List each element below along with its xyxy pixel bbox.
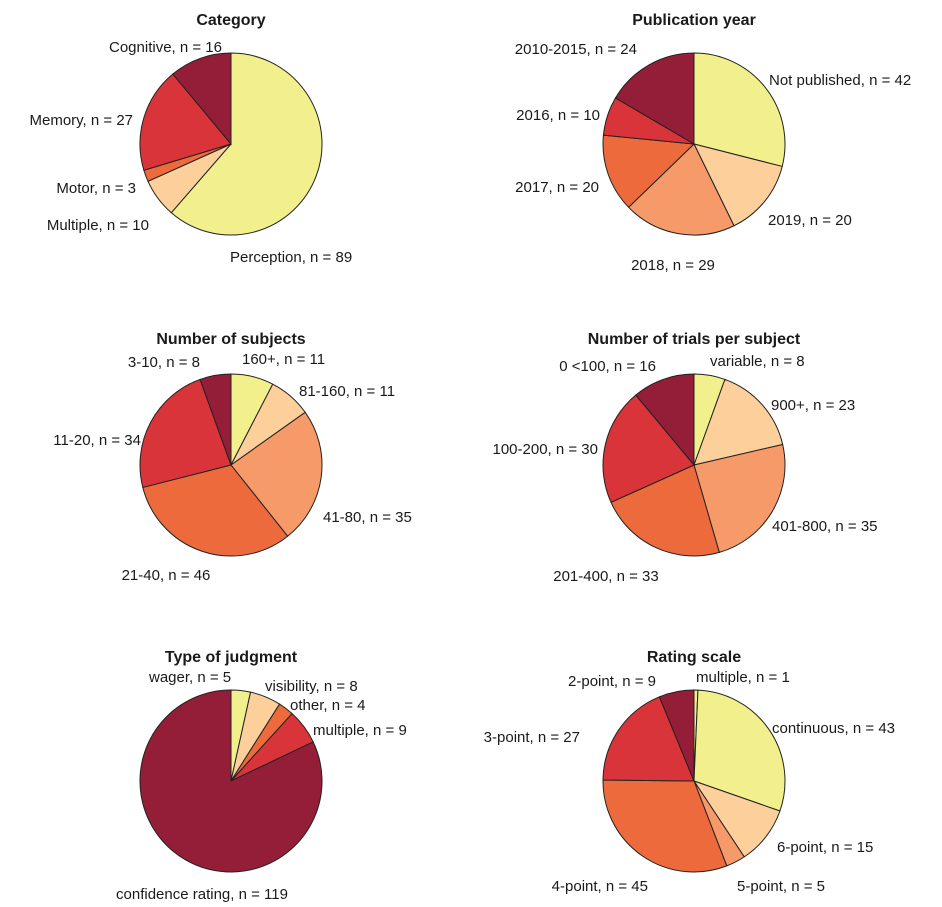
- chart-title: Number of subjects: [156, 331, 305, 348]
- pie-slice-memory: [139, 73, 232, 171]
- slice-label: multiple, n = 1: [696, 669, 790, 686]
- pie-slice-3-10: [199, 373, 232, 466]
- chart-title: Number of trials per subject: [588, 331, 801, 348]
- slice-label: 3-10, n = 8: [128, 354, 200, 371]
- publication-year-pie-chart: Publication year Not published, n = 42 2…: [515, 12, 911, 274]
- chart-title: Rating scale: [647, 649, 741, 666]
- pie-slice-201-400: [610, 464, 720, 557]
- pie-slice-2019: [693, 143, 783, 227]
- pie-slice-continuous: [693, 689, 786, 812]
- type-of-judgment-pie-chart: Type of judgment wager, n = 5 visibility…: [116, 649, 407, 903]
- chart-title: Category: [196, 12, 265, 29]
- pie-slice-0-100: [635, 373, 695, 467]
- slice-label: 5-point, n = 5: [737, 878, 825, 895]
- slice-label: Memory, n = 27: [29, 112, 133, 129]
- chart-title: Publication year: [632, 12, 756, 29]
- number-of-subjects-pie-chart: Number of subjects 160+, n = 11 81-160, …: [53, 331, 412, 584]
- slice-label: 6-point, n = 15: [777, 839, 873, 856]
- pie-slice-2018: [627, 143, 735, 236]
- slice-label: variable, n = 8: [710, 353, 805, 370]
- pie-slice-2010-2015: [614, 52, 695, 145]
- chart-title: Type of judgment: [165, 649, 298, 666]
- slice-label: 160+, n = 11: [242, 351, 325, 368]
- pie-slice-2017: [602, 134, 696, 208]
- slice-label: 81-160, n = 11: [299, 383, 395, 400]
- slice-label: 100-200, n = 30: [492, 441, 598, 458]
- slice-label: confidence rating, n = 119: [116, 886, 288, 903]
- slice-label: 401-800, n = 35: [772, 518, 878, 535]
- pie-slice-100-200: [602, 394, 695, 503]
- pie-slice-cognitive: [172, 52, 232, 146]
- slice-label: 2016, n = 10: [516, 107, 600, 124]
- pie-slice-11-20: [139, 378, 232, 489]
- pie-slice-900: [693, 378, 784, 466]
- slice-label: 4-point, n = 45: [552, 878, 648, 895]
- slice-label: continuous, n = 43: [772, 720, 895, 737]
- slice-label: 900+, n = 23: [771, 397, 855, 414]
- slice-label: 3-point, n = 27: [484, 729, 580, 746]
- category-pie-chart: Category Perception, n = 89 Multiple, n …: [29, 12, 352, 266]
- slice-label: 41-80, n = 35: [323, 509, 412, 526]
- slice-label: Motor, n = 3: [56, 180, 136, 197]
- pie-slice-2-point: [658, 689, 695, 782]
- slice-label: visibility, n = 8: [265, 678, 358, 695]
- pie-slice-not-published: [693, 52, 786, 168]
- pie-slice-4-point: [602, 779, 728, 873]
- slice-label: Cognitive, n = 16: [109, 39, 222, 56]
- slice-label: 0 <100, n = 16: [559, 358, 656, 375]
- slice-label: other, n = 4: [290, 697, 365, 714]
- slice-label: 11-20, n = 34: [53, 432, 141, 449]
- slice-label: 2-point, n = 9: [568, 673, 656, 690]
- slice-label: Not published, n = 42: [769, 72, 911, 89]
- pie-slice-21-40: [142, 464, 289, 557]
- slice-label: 201-400, n = 33: [553, 568, 659, 585]
- pie-slice-confidence-rating: [139, 689, 323, 873]
- number-of-trials-pie-chart: Number of trials per subject variable, n…: [492, 331, 877, 585]
- pie-slice-41-80: [230, 411, 323, 537]
- slice-label: 2017, n = 20: [515, 179, 599, 196]
- slice-label: Perception, n = 89: [230, 249, 352, 266]
- slice-label: 2010-2015, n = 24: [515, 41, 637, 58]
- rating-scale-pie-chart: Rating scale multiple, n = 1 continuous,…: [484, 649, 895, 895]
- slice-label: wager, n = 5: [148, 669, 231, 686]
- slice-label: 2018, n = 29: [631, 257, 715, 274]
- pie-slice-perception: [170, 52, 323, 236]
- slice-label: multiple, n = 9: [313, 722, 407, 739]
- slice-label: Multiple, n = 10: [47, 217, 149, 234]
- slice-label: 21-40, n = 46: [122, 567, 211, 584]
- pie-slice-401-800: [693, 443, 786, 554]
- slice-label: 2019, n = 20: [768, 212, 852, 229]
- pie-slice-3-point: [602, 696, 695, 782]
